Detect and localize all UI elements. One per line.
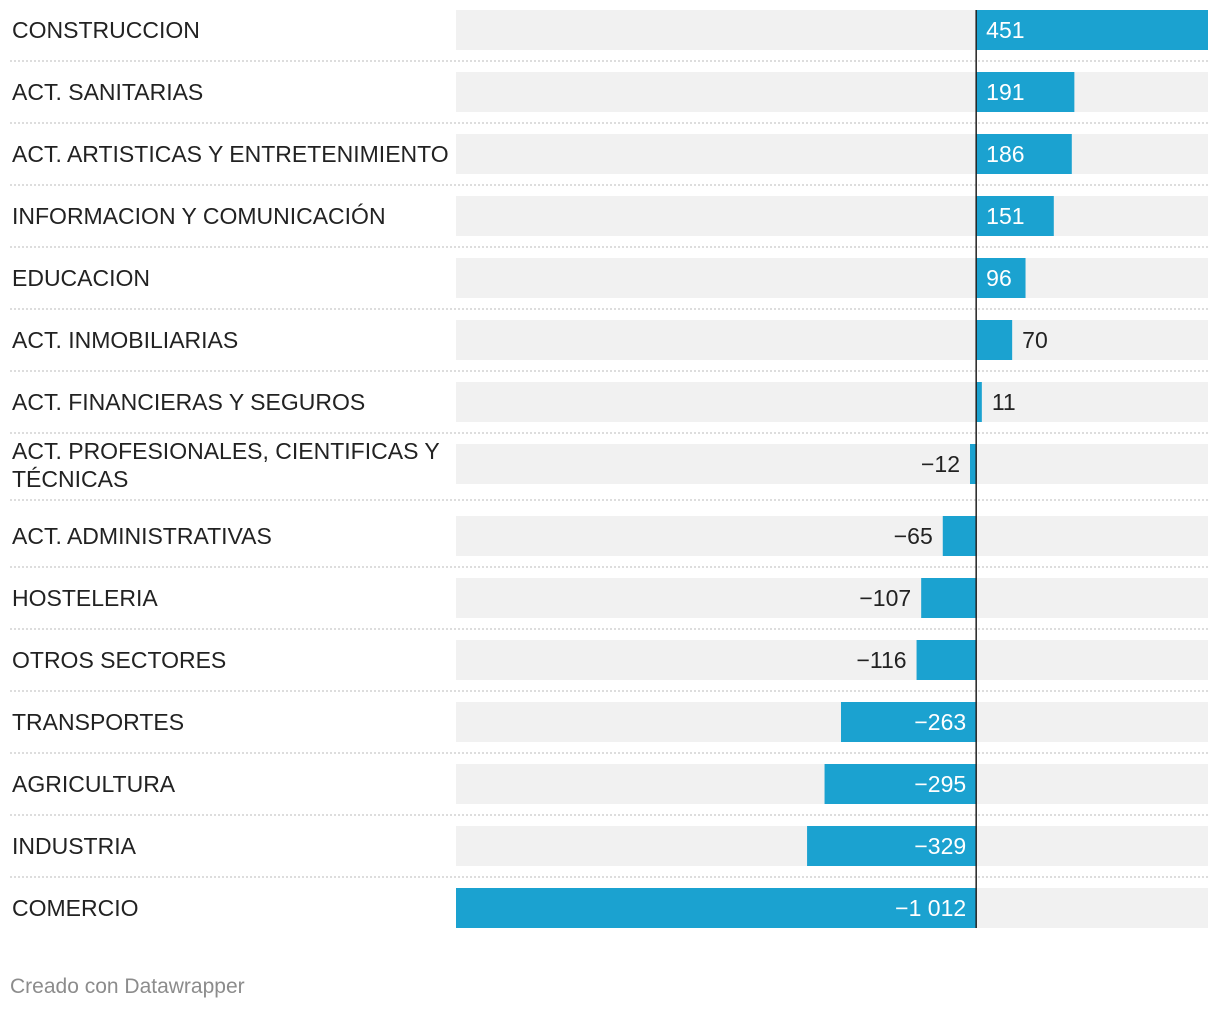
bar [976, 320, 1013, 360]
bar-track [456, 134, 1208, 174]
bar [970, 444, 977, 484]
bar-track [456, 258, 1208, 298]
value-label: −65 [894, 523, 933, 549]
bar-track [456, 444, 1208, 484]
bar [976, 258, 1026, 298]
bar [976, 72, 1075, 112]
value-label: −1 012 [895, 895, 966, 921]
value-label: 451 [986, 17, 1024, 43]
bar [916, 640, 977, 680]
bar [824, 764, 977, 804]
bar [942, 516, 977, 556]
category-label: ACT. ADMINISTRATIVAS [12, 523, 272, 549]
value-label: −295 [914, 771, 966, 797]
category-label: ACT. SANITARIAS [12, 79, 203, 105]
value-label: 96 [986, 265, 1012, 291]
value-label: −107 [859, 585, 911, 611]
value-label: 186 [986, 141, 1024, 167]
bar [976, 10, 1208, 50]
bar-chart: CONSTRUCCION 451 ACT. SANITARIAS 191 ACT. AR… [10, 10, 1208, 928]
category-label: HOSTELERIA [12, 585, 158, 611]
bar-track [456, 72, 1208, 112]
category-label: ACT. ARTISTICAS Y ENTRETENIMIENTO [12, 141, 449, 167]
footer-credit: Creado con Datawrapper [10, 975, 245, 998]
category-label: ACT. FINANCIERAS Y SEGUROS [12, 389, 365, 415]
bar-track [456, 640, 1208, 680]
bar-track [456, 578, 1208, 618]
category-label: COMERCIO [12, 895, 139, 921]
value-label: −329 [914, 833, 966, 859]
value-label: −263 [914, 709, 966, 735]
value-label: 11 [992, 389, 1016, 415]
bar-track [456, 516, 1208, 556]
bar [807, 826, 977, 866]
category-label: CONSTRUCCION [12, 17, 200, 43]
bar-track [456, 382, 1208, 422]
bar-track [456, 196, 1208, 236]
bar [921, 578, 977, 618]
category-label: ACT. PROFESIONALES, CIENTIFICAS Y TÉCNICA… [12, 438, 440, 492]
category-label: AGRICULTURA [12, 771, 176, 797]
value-label: 70 [1022, 327, 1048, 353]
bar [840, 702, 977, 742]
value-label: 191 [986, 79, 1024, 105]
category-label: INFORMACION Y COMUNICACIÓN [12, 203, 386, 229]
category-label: EDUCACION [12, 265, 150, 291]
bar-track [456, 702, 1208, 742]
bar [976, 134, 1072, 174]
category-label: ACT. INMOBILIARIAS [12, 327, 238, 353]
value-label: −12 [921, 451, 960, 477]
category-label: TRANSPORTES [12, 709, 184, 735]
bar [976, 382, 982, 422]
bar [456, 888, 977, 928]
category-label: INDUSTRIA [12, 833, 137, 859]
category-label: OTROS SECTORES [12, 647, 226, 673]
bar-track [456, 320, 1208, 360]
value-label: −116 [856, 647, 906, 673]
value-label: 151 [986, 203, 1024, 229]
bar [976, 196, 1054, 236]
